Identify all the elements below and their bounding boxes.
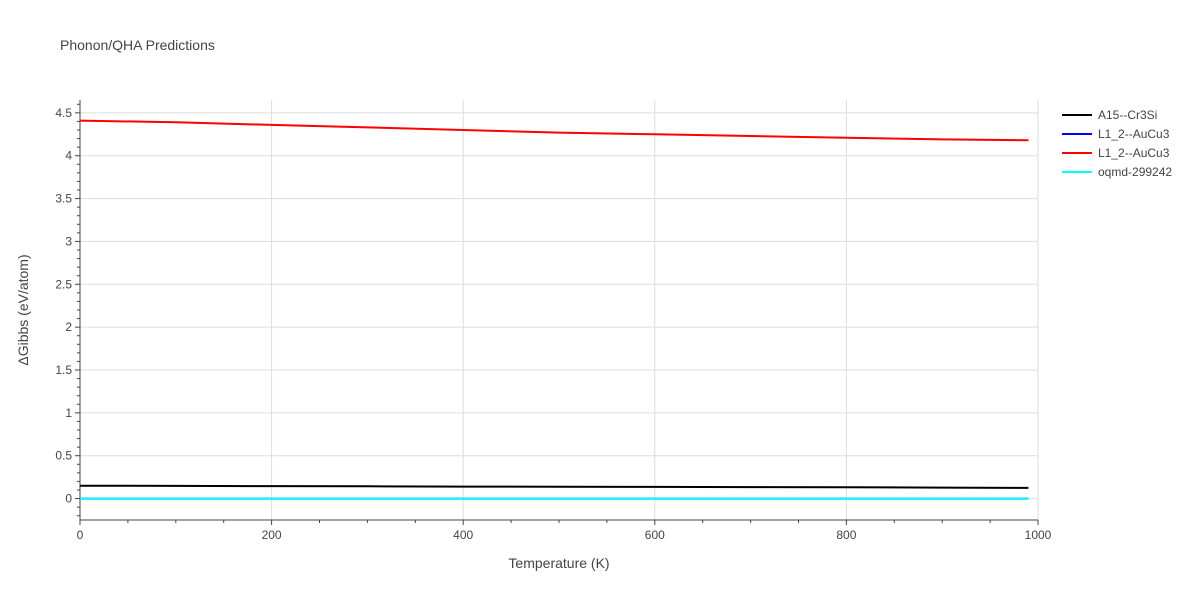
x-tick-label: 1000 [1025, 528, 1052, 542]
legend-label: L1_2--AuCu3 [1098, 127, 1170, 141]
y-tick-label: 0 [65, 492, 72, 506]
y-tick-label: 4 [65, 149, 72, 163]
x-tick-label: 400 [453, 528, 473, 542]
legend-item[interactable]: oqmd-299242 [1062, 165, 1172, 179]
y-tick-label: 3 [65, 234, 72, 248]
series-line-a15-cr3si [79, 484, 1029, 489]
series-line-l1-2-aucu3 [79, 119, 1029, 142]
axes: 0 200 400 600 800 1000 0 0.5 1 1.5 2 2.5 3 3.5 4 4.5 [55, 100, 1052, 542]
y-tick-label: 2 [65, 320, 72, 334]
x-tick-label: 0 [77, 528, 84, 542]
x-tick-label: 600 [645, 528, 665, 542]
legend-label: A15--Cr3Si [1098, 108, 1157, 122]
chart-title: Phonon/QHA Predictions [60, 37, 215, 53]
x-axis-title: Temperature (K) [508, 555, 609, 571]
legend-item[interactable]: L1_2--AuCu3 [1062, 127, 1170, 141]
y-axis-title: ΔGibbs (eV/atom) [15, 254, 31, 365]
series-lines [79, 119, 1029, 500]
y-tick-label: 2.5 [55, 277, 72, 291]
x-tick-label: 200 [262, 528, 282, 542]
legend-label: L1_2--AuCu3 [1098, 146, 1170, 160]
legend-item[interactable]: A15--Cr3Si [1062, 108, 1157, 122]
x-tick-label: 800 [836, 528, 856, 542]
legend[interactable]: A15--Cr3Si L1_2--AuCu3 L1_2--AuCu3 oqmd-299… [1062, 108, 1172, 179]
y-tick-label: 3.5 [55, 192, 72, 206]
y-tick-label: 4.5 [55, 106, 72, 120]
y-tick-label: 1 [65, 406, 72, 420]
legend-item[interactable]: L1_2--AuCu3 [1062, 146, 1170, 160]
y-tick-label: 0.5 [55, 449, 72, 463]
legend-label: oqmd-299242 [1098, 165, 1172, 179]
y-tick-label: 1.5 [55, 363, 72, 377]
grid-lines [80, 100, 1039, 520]
